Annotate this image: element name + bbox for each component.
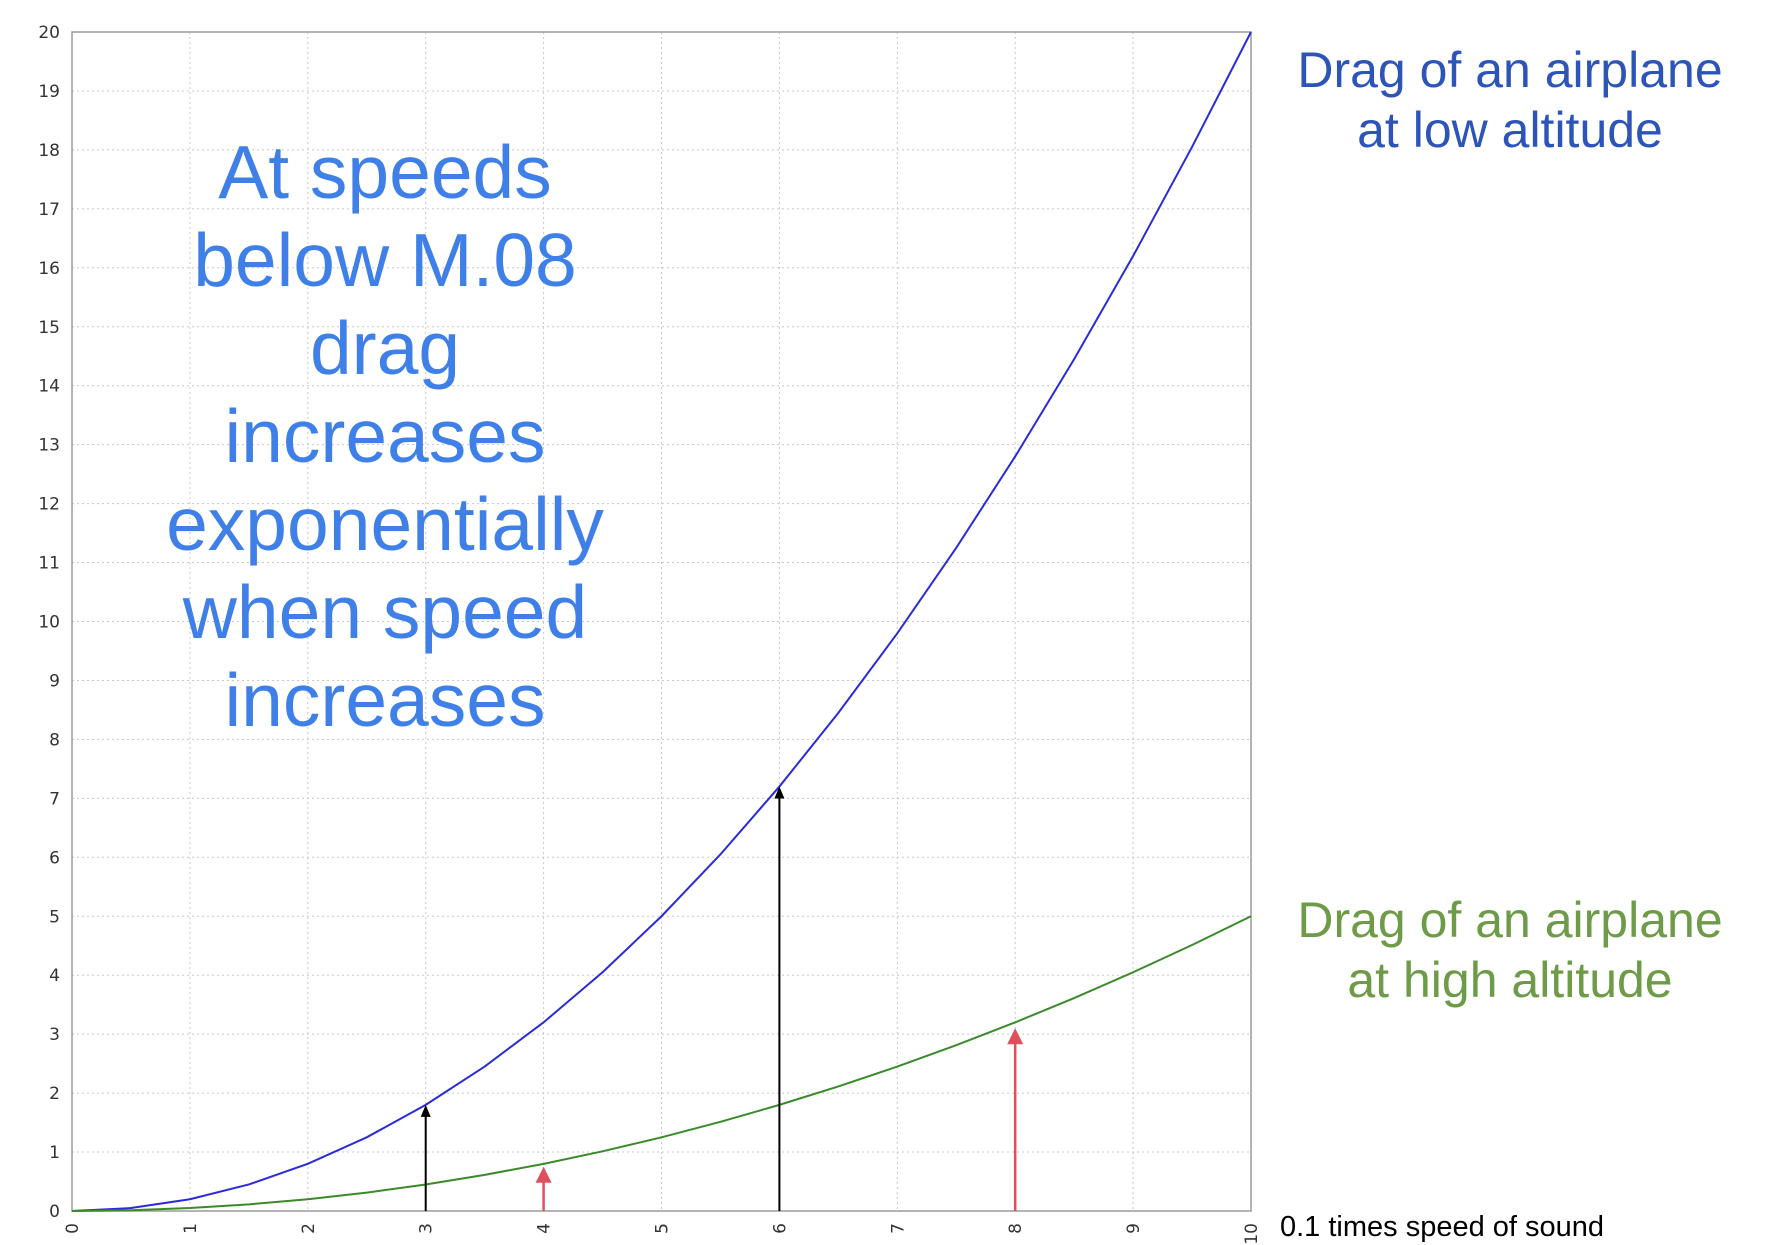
y-tick-label: 16 (38, 259, 60, 279)
annotation-line: increases (224, 394, 546, 478)
legend-low-line-1: Drag of an airplane (1297, 42, 1723, 98)
y-tick-label: 8 (49, 730, 60, 750)
legend-low-altitude: Drag of an airplane at low altitude (1240, 40, 1780, 160)
x-tick-label: 3 (417, 1223, 437, 1234)
y-tick-label: 17 (38, 200, 60, 220)
chart-series (71, 31, 1252, 1212)
x-axis-label: 0.1 times speed of sound (1280, 1211, 1605, 1243)
y-tick-label: 19 (38, 82, 60, 102)
y-tick-label: 14 (38, 377, 60, 397)
series-line-high-altitude (71, 915, 1252, 1212)
x-tick-label: 1 (181, 1223, 201, 1234)
arrow-marker (1007, 1028, 1024, 1211)
y-tick-label: 3 (49, 1025, 60, 1045)
y-tick-label: 2 (49, 1084, 60, 1104)
annotation-line: below M.08 (193, 218, 577, 302)
y-tick-label: 4 (49, 966, 60, 986)
y-tick-label: 0 (49, 1202, 60, 1222)
arrow-head (420, 1104, 431, 1117)
legend-high-line-1: Drag of an airplane (1297, 892, 1723, 948)
y-tick-label: 5 (49, 907, 60, 927)
plot-border (71, 31, 1252, 1212)
x-tick-label: 5 (653, 1223, 673, 1234)
y-tick-label: 18 (38, 141, 60, 161)
series-line-low-altitude (71, 31, 1252, 1212)
arrow-marker (774, 786, 785, 1211)
x-tick-label: 4 (535, 1223, 555, 1234)
annotation-line: when speed (182, 570, 588, 654)
legend-high-line-2: at high altitude (1347, 952, 1673, 1008)
legend-high-altitude: Drag of an airplane at high altitude (1240, 890, 1780, 1010)
annotation-line: drag (309, 306, 461, 390)
x-tick-label: 0 (63, 1223, 83, 1234)
chart-arrows (420, 786, 1024, 1211)
x-tick-label: 9 (1124, 1223, 1144, 1234)
y-tick-label: 20 (38, 23, 60, 43)
y-tick-label: 15 (38, 318, 60, 338)
x-tick-label: 10 (1242, 1223, 1262, 1245)
legend-low-line-2: at low altitude (1357, 102, 1663, 158)
annotation-line: exponentially (166, 482, 604, 566)
chart-grid (72, 32, 1251, 1211)
x-tick-label: 6 (770, 1223, 790, 1234)
y-tick-label: 6 (49, 848, 60, 868)
arrow-head (1007, 1028, 1024, 1045)
y-tick-label: 9 (49, 671, 60, 691)
arrow-marker (420, 1104, 431, 1211)
chart-axes (71, 31, 1252, 1212)
x-tick-label: 2 (299, 1223, 319, 1234)
arrow-head (535, 1166, 552, 1183)
y-tick-label: 10 (38, 613, 60, 633)
x-tick-label: 8 (1006, 1223, 1026, 1234)
arrow-head (774, 786, 785, 799)
annotation-line: At speeds (218, 130, 552, 214)
x-tick-label: 7 (888, 1223, 908, 1234)
y-tick-label: 12 (38, 495, 60, 515)
y-tick-label: 1 (49, 1143, 60, 1163)
annotation-line: increases (224, 658, 546, 742)
y-tick-label: 13 (38, 436, 60, 456)
y-tick-label: 7 (49, 789, 60, 809)
y-tick-label: 11 (38, 554, 60, 574)
arrow-marker (535, 1166, 552, 1211)
chart-annotation: At speeds below M.08 drag increases expo… (135, 128, 635, 744)
